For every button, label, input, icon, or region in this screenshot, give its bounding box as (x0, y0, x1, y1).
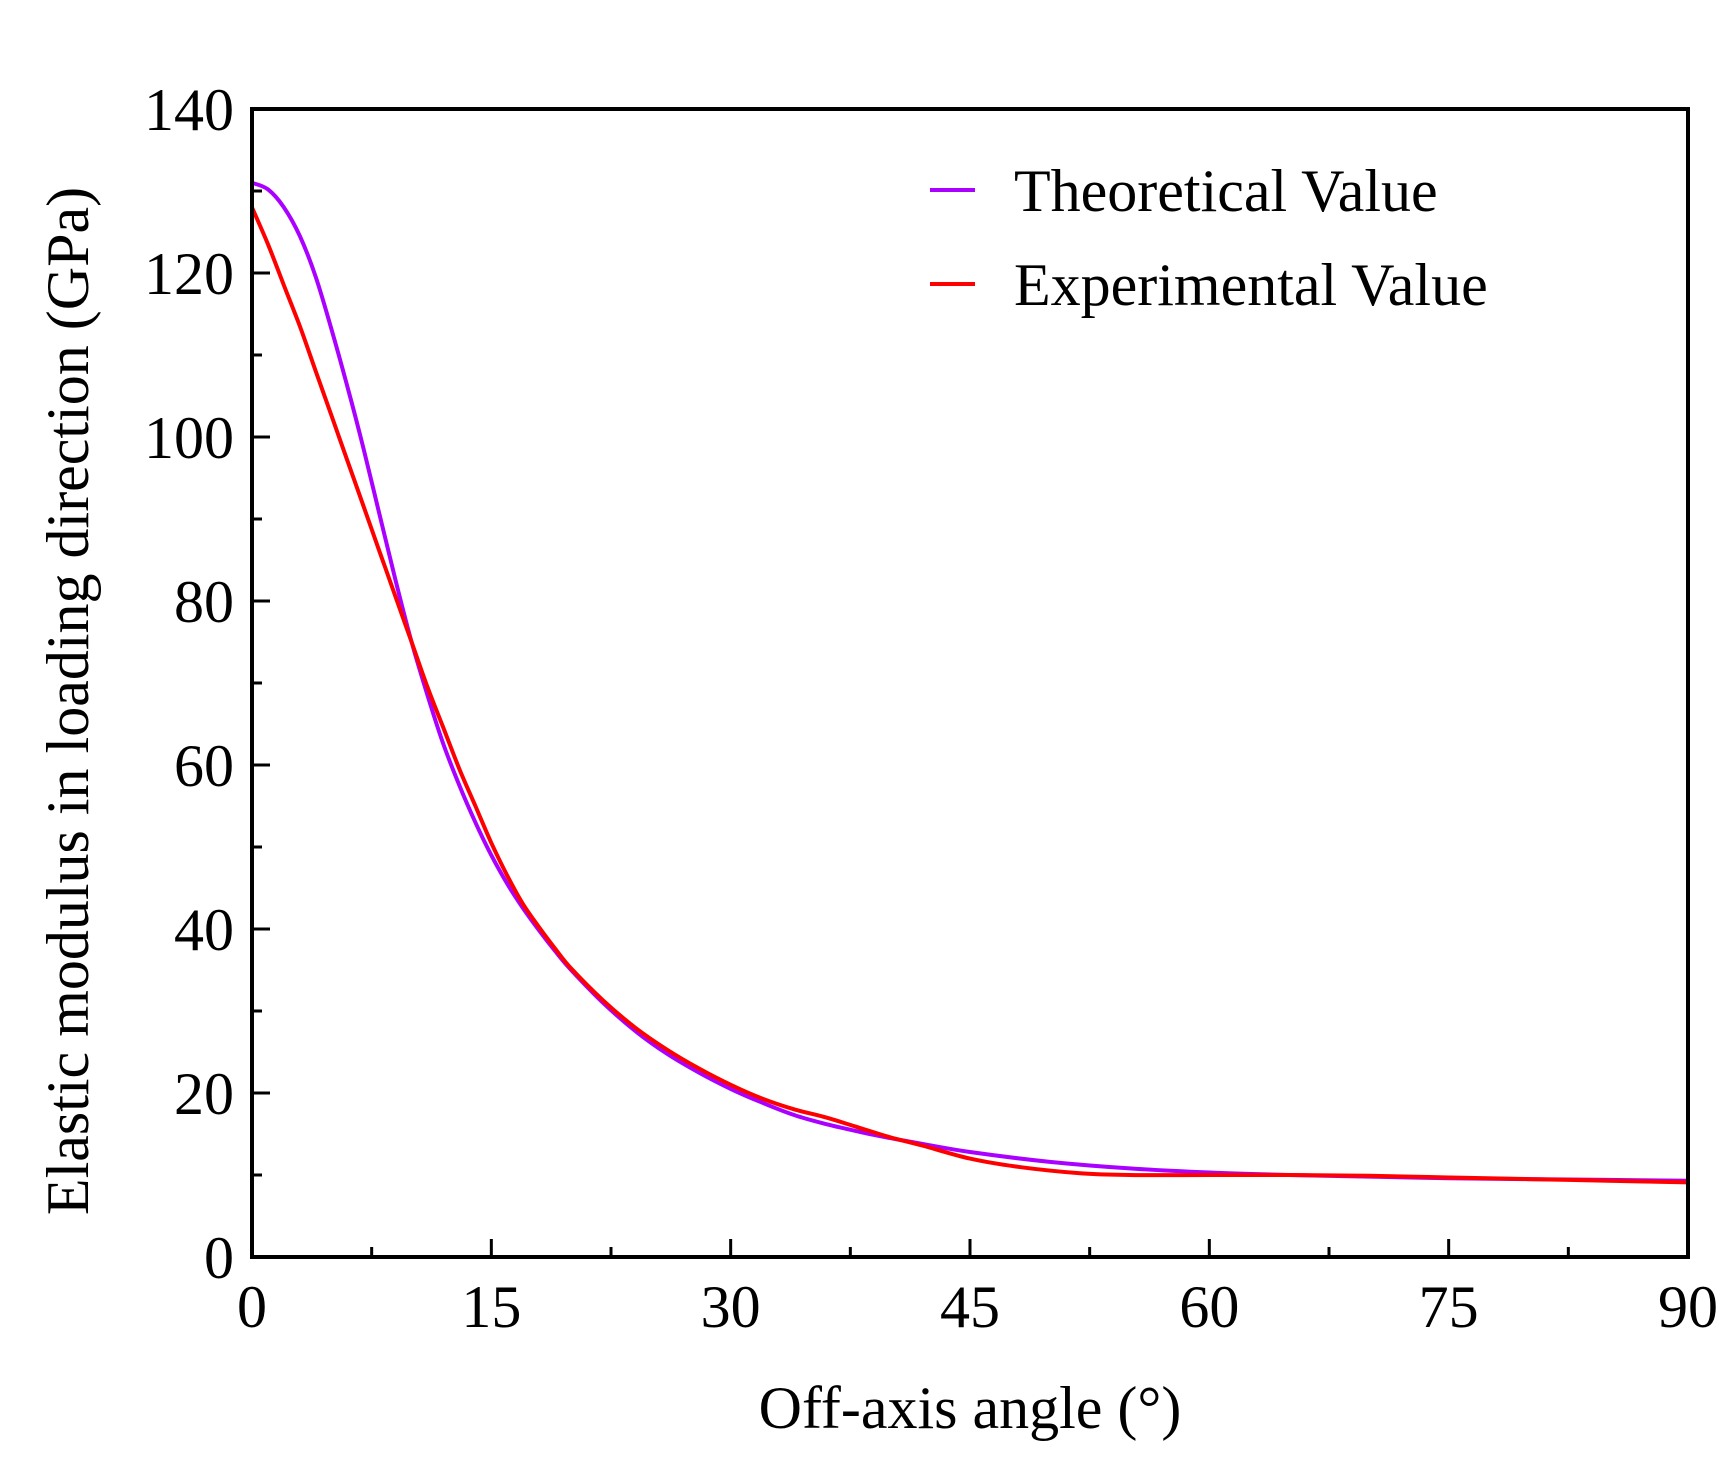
x-axis-title: Off-axis angle (°) (759, 1375, 1182, 1441)
series-line-experimental (250, 205, 1690, 1185)
y-tick-label: 140 (144, 77, 234, 143)
y-tick-label: 40 (174, 897, 234, 963)
x-tick-label: 75 (1419, 1274, 1479, 1340)
x-tick-label: 45 (940, 1274, 1000, 1340)
legend-layer: Theoretical Value Experimental Value (930, 158, 1488, 318)
y-axis-title: Elastic modulus in loading direction (GP… (35, 187, 101, 1215)
y-tick-label: 100 (144, 405, 234, 471)
y-tick-label: 120 (144, 241, 234, 307)
ticks-layer: 0 15 30 45 60 75 90 0 20 40 60 80 100 120 140 (144, 77, 1718, 1340)
series-line-theoretical (250, 180, 1690, 1183)
x-tick-label: 60 (1179, 1274, 1239, 1340)
y-tick-label: 0 (204, 1225, 234, 1291)
x-tick-label: 0 (237, 1274, 267, 1340)
legend-label: Experimental Value (1014, 252, 1488, 318)
legend-label: Theoretical Value (1014, 158, 1438, 224)
x-tick-label: 90 (1658, 1274, 1718, 1340)
y-tick-label: 60 (174, 733, 234, 799)
x-tick-label: 15 (461, 1274, 521, 1340)
y-tick-label: 20 (174, 1061, 234, 1127)
x-tick-label: 30 (701, 1274, 761, 1340)
series-layer (250, 180, 1690, 1185)
y-tick-label: 80 (174, 569, 234, 635)
